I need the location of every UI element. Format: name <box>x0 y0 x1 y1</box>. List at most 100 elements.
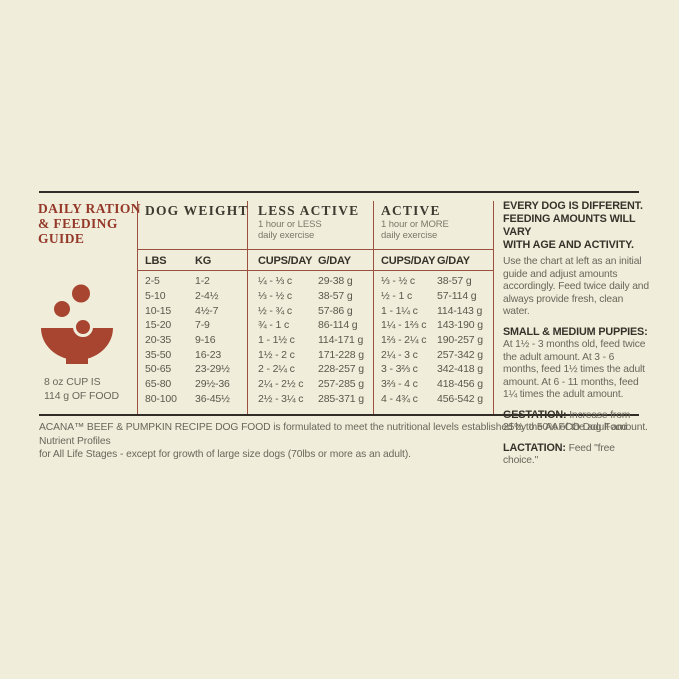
gestation-label: GESTATION: <box>503 408 567 421</box>
table-cell: 23-29½ <box>195 363 230 376</box>
table-cell: 190-257 g <box>437 334 483 347</box>
page-title-line: DAILY RATION <box>38 201 141 216</box>
lactation-section: LACTATION: Feed "free choice." <box>503 442 649 468</box>
table-row: 20-35 9-16 <box>145 333 247 348</box>
page-title-line: & FEEDING <box>38 216 118 231</box>
table-cell: 57-86 g <box>318 304 353 317</box>
less-active-subtitle-line: 1 hour or LESS <box>258 219 322 230</box>
table-cell: 2½ - 3¼ c <box>258 392 304 405</box>
table-row: 3⅔ - 4 c 418-456 g <box>381 377 493 392</box>
table-cell: ⅓ - ½ c <box>258 290 292 303</box>
page-title: DAILY RATION & FEEDING GUIDE <box>38 201 141 246</box>
gestation-section: GESTATION: Increase from 25% to 50% of t… <box>503 409 649 435</box>
table-cell: 1⅔ - 2¼ c <box>381 334 427 347</box>
less-active-subtitle: 1 hour or LESS daily exercise <box>258 219 322 241</box>
table-row: 2¼ - 3 c 257-342 g <box>381 347 493 362</box>
less-active-subtitle-line: daily exercise <box>258 229 315 241</box>
table-row: 80-100 36-45½ <box>145 392 247 407</box>
table-cell: ¾ - 1 c <box>258 319 290 332</box>
table-cell: 4 - 4¾ c <box>381 392 418 405</box>
table-row: 35-50 16-23 <box>145 347 247 362</box>
divider-title-dogweight <box>137 201 138 414</box>
column-header-active-grams: G/DAY <box>437 255 470 267</box>
table-row: 15-20 7-9 <box>145 318 247 333</box>
dog-food-bowl-icon <box>40 284 114 366</box>
table-cell: 29-38 g <box>318 275 353 288</box>
header-underline <box>137 249 493 250</box>
table-cell: 228-257 g <box>318 363 364 376</box>
table-row: 1¼ - 1⅔ c 143-190 g <box>381 318 493 333</box>
table-cell: 29½-36 <box>195 378 230 391</box>
table-cell: 143-190 g <box>437 319 483 332</box>
table-cell: 65-80 <box>145 378 172 391</box>
table-row: 2½ - 3¼ c 285-371 g <box>258 392 372 407</box>
bottom-rule <box>39 414 639 416</box>
table-cell: 456-542 g <box>437 392 483 405</box>
table-row: ¾ - 1 c 86-114 g <box>258 318 372 333</box>
info-heading-line: EVERY DOG IS DIFFERENT. <box>503 200 643 212</box>
table-cell: 57-114 g <box>437 290 477 303</box>
table-cell: 2-5 <box>145 275 160 288</box>
column-label-underline <box>137 270 493 271</box>
table-cell: 1½ - 2 c <box>258 348 295 361</box>
table-cell: 3 - 3⅔ c <box>381 363 418 376</box>
table-cell: 257-342 g <box>437 348 483 361</box>
table-row: 4 - 4¾ c 456-542 g <box>381 392 493 407</box>
table-cell: 86-114 g <box>318 319 358 332</box>
table-cell: 257-285 g <box>318 378 364 391</box>
less-active-table: ¼ - ⅓ c 29-38 g ⅓ - ½ c 38-57 g ½ - ¾ c 57-86… <box>258 274 372 406</box>
lactation-text: Feed "free choice." <box>503 442 615 467</box>
table-cell: 80-100 <box>145 392 177 405</box>
table-cell: 2 - 2¼ c <box>258 363 295 376</box>
table-cell: 50-65 <box>145 363 172 376</box>
dog-weight-table: 2-5 1-2 5-10 2-4½ 10-15 4½-7 15-20 7-9 20-35 9-16… <box>145 274 247 406</box>
table-cell: 35-50 <box>145 348 172 361</box>
table-cell: 1 - 1½ c <box>258 334 295 347</box>
table-cell: 20-35 <box>145 334 172 347</box>
table-cell: 4½-7 <box>195 304 219 317</box>
column-header-lessactive-cups: CUPS/DAY <box>258 255 313 267</box>
active-header: ACTIVE <box>381 203 441 218</box>
table-cell: 36-45½ <box>195 392 230 405</box>
lactation-label: LACTATION: <box>503 441 566 454</box>
puppies-heading: SMALL & MEDIUM PUPPIES: <box>503 325 648 338</box>
table-cell: 114-171 g <box>318 334 364 347</box>
divider-dogweight-lessactive <box>247 201 248 414</box>
table-row: ½ - 1 c 57-114 g <box>381 289 493 304</box>
table-row: ½ - ¾ c 57-86 g <box>258 303 372 318</box>
info-heading: EVERY DOG IS DIFFERENT. FEEDING AMOUNTS … <box>503 200 649 252</box>
table-cell: 3⅔ - 4 c <box>381 378 418 391</box>
table-row: ¼ - ⅓ c 29-38 g <box>258 274 372 289</box>
divider-active-info <box>493 201 494 414</box>
table-cell: ½ - 1 c <box>381 290 413 303</box>
info-heading-line: FEEDING AMOUNTS WILL VARY <box>503 213 636 238</box>
info-heading-line: WITH AGE AND ACTIVITY. <box>503 239 634 251</box>
table-cell: 15-20 <box>145 319 172 332</box>
table-row: ⅓ - ½ c 38-57 g <box>381 274 493 289</box>
table-cell: 285-371 g <box>318 392 364 405</box>
table-row: 2 - 2¼ c 228-257 g <box>258 362 372 377</box>
table-row: 2¼ - 2½ c 257-285 g <box>258 377 372 392</box>
top-rule <box>39 191 639 193</box>
table-cell: 38-57 g <box>437 275 472 288</box>
active-subtitle-line: 1 hour or MORE <box>381 219 449 230</box>
dog-weight-header: DOG WEIGHT <box>145 203 249 218</box>
table-cell: 171-228 g <box>318 348 364 361</box>
table-cell: 16-23 <box>195 348 222 361</box>
active-subtitle-line: daily exercise <box>381 229 438 241</box>
table-cell: 7-9 <box>195 319 210 332</box>
table-row: 10-15 4½-7 <box>145 303 247 318</box>
cup-note-line: 8 oz CUP IS <box>44 376 101 388</box>
table-row: 50-65 23-29½ <box>145 362 247 377</box>
table-row: 65-80 29½-36 <box>145 377 247 392</box>
active-subtitle: 1 hour or MORE daily exercise <box>381 219 449 241</box>
column-header-kg: KG <box>195 255 212 267</box>
table-cell: 114-143 g <box>437 304 483 317</box>
table-cell: 10-15 <box>145 304 172 317</box>
gestation-text: Increase from 25% to 50% of the adult am… <box>503 409 648 434</box>
table-cell: 1-2 <box>195 275 210 288</box>
column-header-lbs: LBS <box>145 255 167 267</box>
table-row: 1⅔ - 2¼ c 190-257 g <box>381 333 493 348</box>
table-row: 1½ - 2 c 171-228 g <box>258 347 372 362</box>
